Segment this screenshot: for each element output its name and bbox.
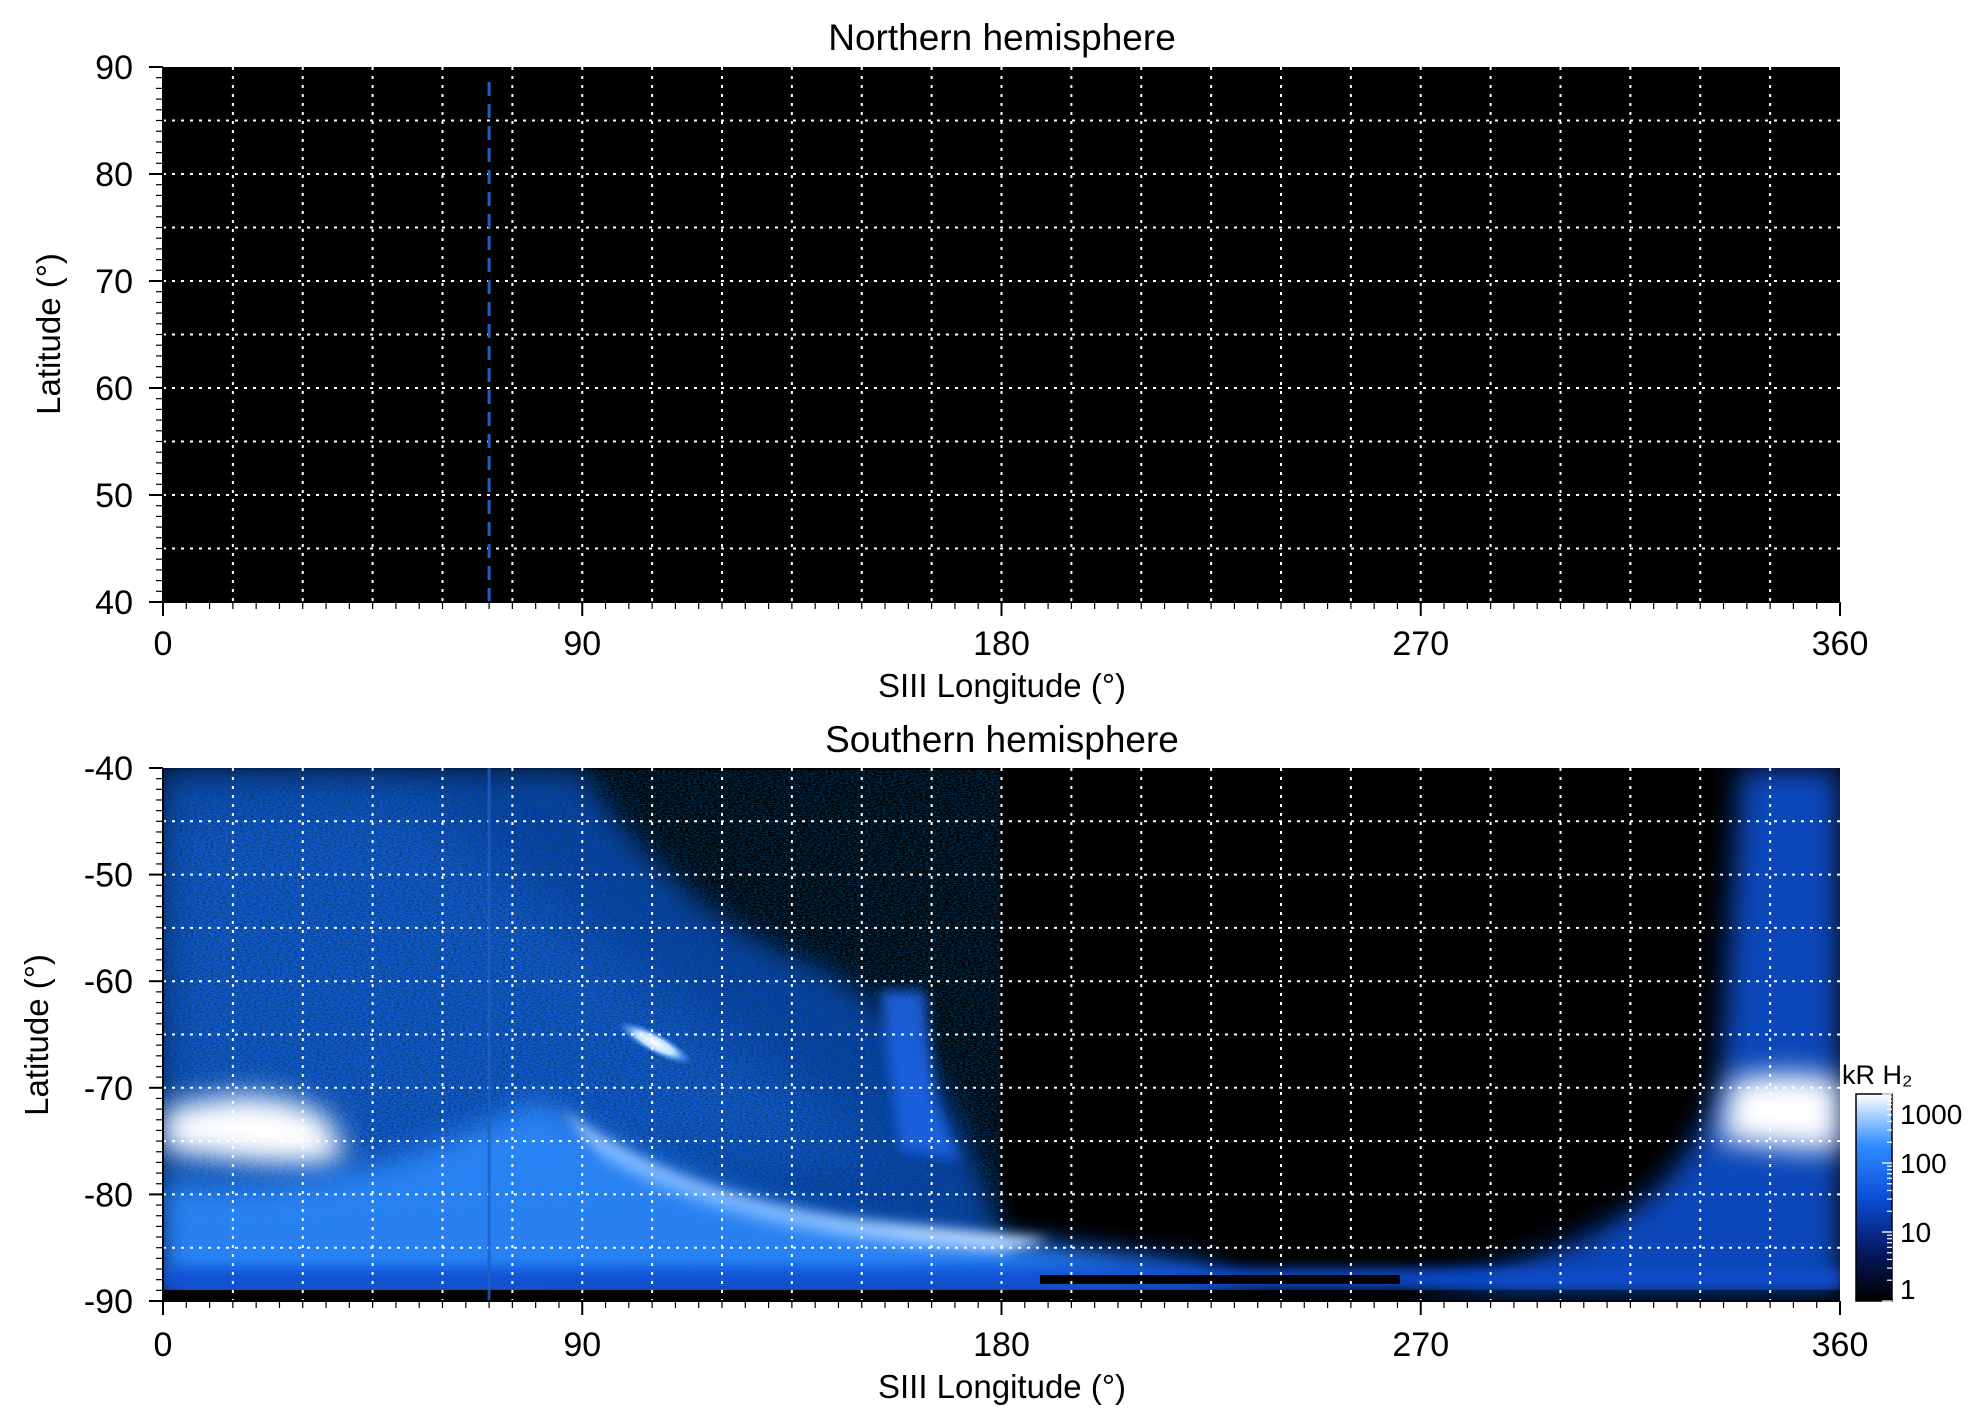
north-ylabel: Latitude (°) bbox=[30, 253, 67, 415]
north-xlabel: SIII Longitude (°) bbox=[878, 667, 1126, 704]
colorbar-tick-label: 10 bbox=[1900, 1217, 1931, 1248]
colorbar-label: kR H₂ bbox=[1842, 1060, 1912, 1090]
north-ytick-label: 70 bbox=[95, 263, 133, 301]
colorbar-tick-label: 1000 bbox=[1900, 1099, 1962, 1130]
north-xtick-label: 270 bbox=[1392, 625, 1449, 663]
south-xtick-label: 360 bbox=[1812, 1326, 1869, 1364]
north-ytick-label: 80 bbox=[95, 156, 133, 194]
north-title: Northern hemisphere bbox=[828, 17, 1176, 58]
north-xtick-label: 0 bbox=[154, 625, 173, 663]
south-xtick-label: 0 bbox=[154, 1326, 173, 1364]
colorbar-tick-label: 1 bbox=[1900, 1274, 1916, 1305]
south-xtick-label: 180 bbox=[973, 1326, 1030, 1364]
north-grid bbox=[163, 67, 1840, 602]
north-ytick-label: 40 bbox=[95, 584, 133, 622]
south-title: Southern hemisphere bbox=[825, 719, 1179, 760]
colorbar-tick-label: 100 bbox=[1900, 1148, 1947, 1179]
south-ytick-label: -60 bbox=[84, 963, 133, 1001]
north-xtick-label: 180 bbox=[973, 625, 1030, 663]
north-ytick-label: 60 bbox=[95, 370, 133, 408]
emission-diffuse-right bbox=[1400, 768, 1840, 1290]
south-ytick-label: -90 bbox=[84, 1283, 133, 1321]
colorbar bbox=[1855, 1093, 1893, 1302]
north-ytick-label: 90 bbox=[95, 49, 133, 87]
south-ytick-label: -70 bbox=[84, 1070, 133, 1108]
emission-floor-dark bbox=[163, 1290, 1840, 1301]
emission-oval-arc-glow bbox=[163, 1100, 1250, 1290]
south-xtick-label: 90 bbox=[563, 1326, 601, 1364]
south-ytick-label: -50 bbox=[84, 857, 133, 895]
south-grid bbox=[163, 768, 1840, 1301]
colorbar-ticks: 1000 100 10 1 bbox=[1882, 1093, 1962, 1305]
emission-patch-160 bbox=[880, 990, 960, 1160]
south-axes: -40 -50 -60 -70 -80 -90 0 90 180 270 360 bbox=[84, 750, 1869, 1364]
north-xtick-label: 90 bbox=[563, 625, 601, 663]
south-ylabel: Latitude (°) bbox=[18, 954, 55, 1116]
north-axes: 40 50 60 70 80 90 0 90 180 270 360 bbox=[95, 49, 1868, 663]
south-xlabel: SIII Longitude (°) bbox=[878, 1368, 1126, 1405]
south-ytick-label: -80 bbox=[84, 1176, 133, 1214]
emission-bright-spot bbox=[617, 1021, 693, 1065]
emission-oval-left bbox=[163, 1096, 345, 1165]
emission-oval-right bbox=[1720, 1074, 1840, 1150]
north-ytick-label: 50 bbox=[95, 477, 133, 515]
north-xtick-label: 360 bbox=[1812, 625, 1869, 663]
south-xtick-label: 270 bbox=[1392, 1326, 1449, 1364]
south-ytick-label: -40 bbox=[84, 750, 133, 788]
emission-dark-clearing bbox=[1040, 1275, 1400, 1284]
